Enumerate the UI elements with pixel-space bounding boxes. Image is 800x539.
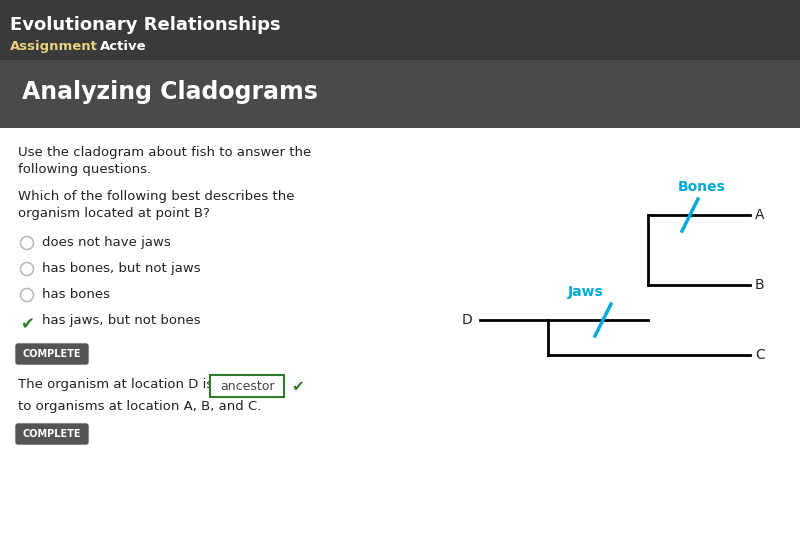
Text: ancestor: ancestor xyxy=(220,379,274,392)
Text: ✔: ✔ xyxy=(20,315,34,333)
Bar xyxy=(0,60,800,128)
Text: C: C xyxy=(755,348,765,362)
Text: D: D xyxy=(462,313,472,327)
Text: B: B xyxy=(755,278,765,292)
FancyBboxPatch shape xyxy=(16,424,88,444)
Text: has jaws, but not bones: has jaws, but not bones xyxy=(42,314,201,327)
Text: Evolutionary Relationships: Evolutionary Relationships xyxy=(10,16,281,34)
Text: Assignment: Assignment xyxy=(10,40,98,53)
Text: Use the cladogram about fish to answer the: Use the cladogram about fish to answer t… xyxy=(18,146,311,159)
Text: organism located at point B?: organism located at point B? xyxy=(18,207,210,220)
Text: Active: Active xyxy=(100,40,146,53)
Text: has bones: has bones xyxy=(42,288,110,301)
Text: does not have jaws: does not have jaws xyxy=(42,236,170,249)
Text: Analyzing Cladograms: Analyzing Cladograms xyxy=(22,80,318,104)
Text: Bones: Bones xyxy=(678,180,726,194)
Text: Jaws: Jaws xyxy=(568,285,604,299)
Text: following questions.: following questions. xyxy=(18,163,151,176)
FancyBboxPatch shape xyxy=(16,344,88,364)
Text: COMPLETE: COMPLETE xyxy=(22,349,82,359)
Text: has bones, but not jaws: has bones, but not jaws xyxy=(42,262,201,275)
Text: Which of the following best describes the: Which of the following best describes th… xyxy=(18,190,294,203)
Text: to organisms at location A, B, and C.: to organisms at location A, B, and C. xyxy=(18,400,262,413)
Text: COMPLETE: COMPLETE xyxy=(22,429,82,439)
Text: A: A xyxy=(755,208,765,222)
Text: ✔: ✔ xyxy=(291,379,304,394)
Bar xyxy=(0,0,800,60)
Text: The organism at location D is the: The organism at location D is the xyxy=(18,378,239,391)
FancyBboxPatch shape xyxy=(210,375,284,397)
